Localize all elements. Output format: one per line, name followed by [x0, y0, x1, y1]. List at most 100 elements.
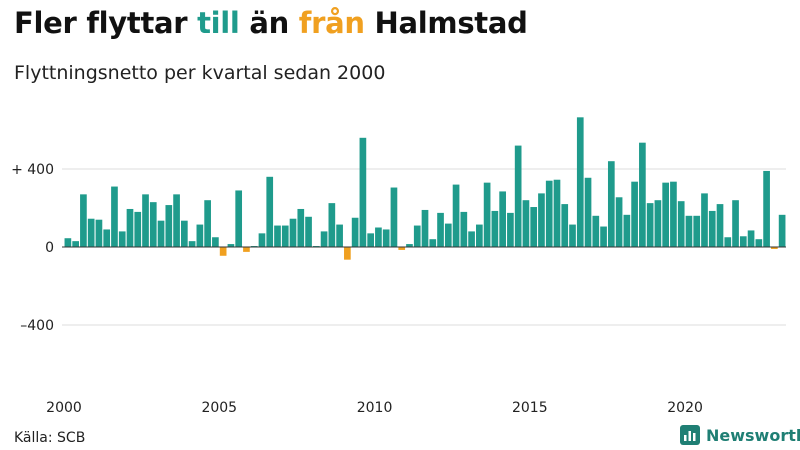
y-tick-label: 0: [45, 240, 54, 256]
bar: [336, 224, 343, 247]
bar: [662, 182, 670, 247]
bar-chart: + 400 0 –400 2000 2005 2010 2015 2020: [11, 117, 786, 416]
x-tick-label: 2010: [357, 400, 393, 416]
bar: [375, 227, 382, 247]
bar: [716, 204, 724, 247]
bar: [623, 214, 631, 247]
bar: [149, 202, 157, 247]
bar: [243, 247, 250, 252]
bar: [639, 142, 646, 248]
bar: [607, 161, 615, 247]
x-tick-label: 2000: [46, 400, 82, 416]
bar: [592, 215, 600, 247]
bar: [64, 238, 72, 247]
bar: [631, 181, 638, 248]
bar: [359, 137, 367, 247]
bar: [413, 225, 421, 247]
bar: [258, 233, 266, 247]
bar: [530, 207, 538, 248]
chart-title: Fler flyttar till än från Halmstad: [14, 6, 528, 40]
bar: [227, 244, 235, 247]
bar: [173, 194, 180, 247]
bar: [142, 194, 149, 247]
bar: [289, 218, 297, 247]
bar: [483, 182, 491, 247]
bar: [561, 204, 569, 247]
bar: [763, 170, 770, 247]
bar: [134, 211, 142, 247]
bar: [188, 241, 196, 247]
bar: [103, 229, 111, 247]
brand-name: Newsworthy: [706, 425, 800, 445]
bar: [693, 215, 701, 247]
y-tick-label: –400: [20, 318, 54, 334]
grid-lines: [62, 168, 786, 326]
bar: [297, 208, 305, 247]
newsworthy-logo: Newsworthy: [680, 425, 800, 445]
title-highlight-in: till: [197, 6, 240, 40]
bar: [281, 225, 289, 247]
bar: [747, 230, 755, 247]
bar: [507, 212, 514, 248]
bar: [72, 241, 79, 247]
bar: [87, 218, 95, 247]
bar: [390, 187, 398, 248]
bar: [212, 237, 219, 247]
bar: [266, 176, 274, 247]
bar: [406, 244, 413, 247]
bar: [514, 145, 522, 247]
chart-subtitle: Flyttningsnetto per kvartal sedan 2000: [14, 62, 386, 84]
bar: [165, 205, 173, 247]
bar: [274, 225, 281, 247]
bar: [476, 224, 483, 247]
bar: [118, 231, 126, 247]
bar: [491, 210, 499, 248]
bar: [553, 179, 561, 247]
bar: [181, 220, 188, 247]
bar: [126, 208, 134, 247]
x-tick-label: 2005: [201, 400, 237, 416]
axes: + 400 0 –400 2000 2005 2010 2015 2020: [11, 162, 786, 416]
bar: [538, 193, 545, 248]
bar: [654, 200, 662, 247]
bar: [545, 180, 553, 247]
bar: [755, 239, 763, 247]
bar: [615, 197, 623, 248]
bar: [584, 177, 592, 247]
bar: [429, 239, 437, 247]
bar: [305, 216, 312, 248]
bar: [398, 247, 406, 250]
bar: [204, 200, 211, 247]
bar: [732, 200, 739, 247]
source-note: Källa: SCB: [14, 430, 86, 446]
bar: [670, 181, 677, 248]
bar: [576, 117, 584, 247]
bar: [344, 247, 351, 260]
bar: [739, 236, 747, 247]
bar: [569, 224, 576, 247]
bar: [778, 214, 786, 247]
bar: [421, 209, 429, 247]
y-tick-label: + 400: [11, 162, 54, 178]
bar: [677, 201, 685, 248]
bar: [499, 191, 506, 248]
bar: [708, 210, 716, 248]
bar: [382, 229, 390, 247]
bar-chart-logo-icon: [680, 425, 700, 445]
bar: [157, 220, 165, 247]
bar: [724, 237, 732, 247]
bar: [771, 247, 778, 249]
bar: [219, 247, 227, 256]
bar: [320, 231, 328, 247]
bar: [351, 217, 359, 247]
bar: [468, 231, 475, 247]
bar: [367, 233, 374, 247]
bar: [701, 193, 708, 248]
title-part-1: Fler flyttar: [14, 6, 198, 40]
bar: [80, 194, 87, 247]
bar: [95, 219, 103, 247]
bar: [196, 224, 204, 247]
bar: [452, 184, 460, 247]
bars: [64, 117, 786, 260]
bar: [328, 203, 336, 248]
